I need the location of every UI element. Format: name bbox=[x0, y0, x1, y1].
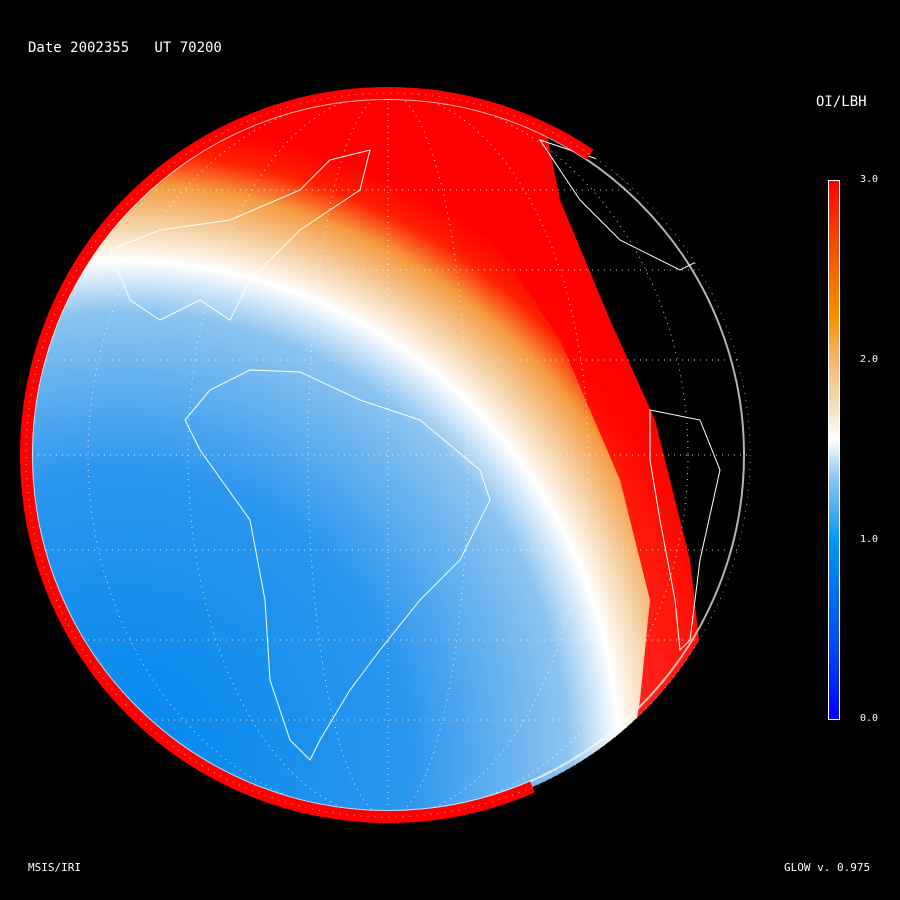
colorbar bbox=[828, 180, 840, 720]
colorbar-tick: 0.0 bbox=[860, 713, 879, 724]
dayside-emission bbox=[26, 93, 700, 817]
grid-lines bbox=[26, 93, 750, 817]
colorbar-tick: 2.0 bbox=[860, 354, 879, 365]
colorbar-tick: 1.0 bbox=[860, 534, 879, 545]
version-label: GLOW v. 0.975 bbox=[784, 861, 871, 874]
date-time-title: Date 2002355 UT 70200 bbox=[28, 40, 222, 56]
globe-outline bbox=[25, 92, 751, 818]
colorbar-title: OI/LBH bbox=[816, 94, 867, 110]
colorbar-tick: 3.0 bbox=[860, 174, 879, 185]
model-label: MSIS/IRI bbox=[28, 861, 81, 874]
limb-brightening bbox=[20, 87, 756, 823]
